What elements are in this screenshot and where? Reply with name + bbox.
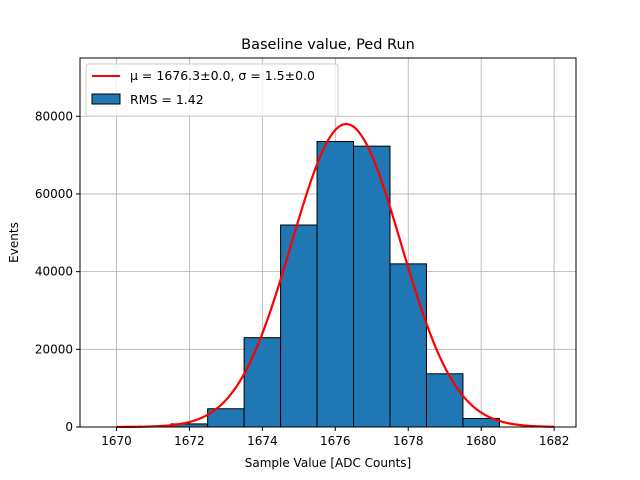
y-axis-ticks: 0 20000 40000 60000 80000 — [35, 109, 80, 434]
y-tick-label: 40000 — [35, 265, 73, 279]
y-tick-label: 0 — [65, 420, 73, 434]
chart-title: Baseline value, Ped Run — [241, 37, 415, 53]
fit-curve-group — [116, 122, 555, 429]
x-tick-label: 1672 — [174, 434, 205, 448]
x-tick-label: 1674 — [247, 434, 278, 448]
y-axis-label: Events — [7, 222, 21, 263]
x-tick-label: 1676 — [320, 434, 351, 448]
x-tick-label: 1682 — [539, 434, 570, 448]
histogram-bar — [316, 141, 355, 428]
x-axis-ticks: 1670 1672 1674 1676 1678 1680 1682 — [101, 427, 569, 448]
histogram-bar — [353, 145, 391, 428]
plot-frame — [79, 57, 577, 428]
y-tick-label: 60000 — [35, 187, 73, 201]
histogram-bar — [243, 337, 282, 428]
fit-curve — [116, 122, 555, 429]
histogram-bar — [280, 224, 318, 428]
legend: μ = 1676.3±0.0, σ = 1.5±0.0 RMS = 1.42 — [85, 63, 339, 117]
x-tick-label: 1670 — [101, 434, 132, 448]
legend-box — [85, 63, 339, 117]
x-tick-label: 1680 — [466, 434, 497, 448]
y-tick-label: 20000 — [35, 342, 73, 356]
legend-histogram-label: RMS = 1.42 — [130, 92, 204, 107]
x-axis-label: Sample Value [ADC Counts] — [245, 456, 411, 470]
histogram-bar — [425, 373, 464, 428]
legend-histogram-swatch — [91, 93, 121, 105]
y-tick-label: 80000 — [35, 109, 73, 123]
histogram-bars — [170, 141, 500, 428]
histogram-bar — [389, 263, 427, 428]
x-tick-label: 1678 — [393, 434, 424, 448]
legend-fit-label: μ = 1676.3±0.0, σ = 1.5±0.0 — [130, 68, 315, 83]
